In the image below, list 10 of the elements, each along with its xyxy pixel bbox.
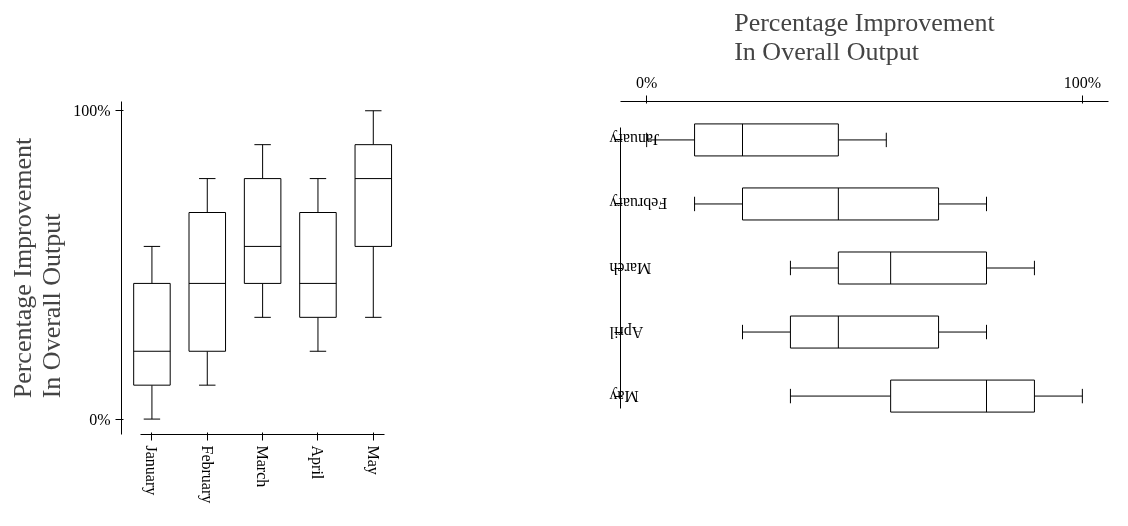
- x-tick-label: February: [197, 445, 216, 504]
- x-tick-label: April: [308, 445, 327, 480]
- x-tick-label: January: [142, 445, 161, 496]
- y-tick-label: March: [609, 259, 652, 277]
- y-tick-label: April: [608, 322, 644, 341]
- x-tick-label: March: [254, 445, 272, 488]
- y-tick-label: May: [609, 386, 639, 405]
- x-tick-label: May: [363, 445, 382, 475]
- chart-title: Percentage Improvement In Overall Output: [734, 7, 996, 66]
- text: Percentage Improvement In Overall Output: [7, 136, 66, 399]
